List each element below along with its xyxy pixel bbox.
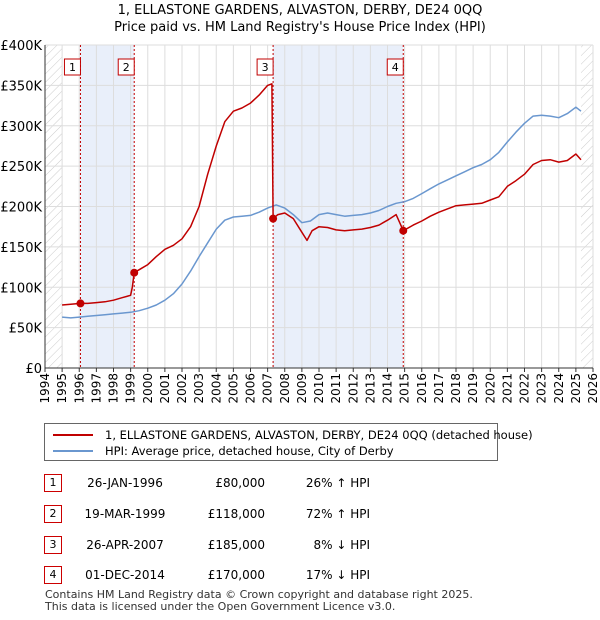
- transaction-hpi-diff: 17% ↓ HPI: [305, 568, 370, 582]
- x-tick-label: 2016: [415, 373, 429, 404]
- x-tick-label: 2018: [449, 373, 463, 404]
- transaction-price: £185,000: [207, 538, 265, 552]
- x-tick-label: 2026: [586, 373, 600, 404]
- sale-label-number: 4: [392, 61, 399, 74]
- x-tick-label: 1995: [55, 373, 69, 404]
- sale-point-marker: [76, 299, 85, 308]
- x-tick-label: 2017: [432, 373, 446, 404]
- chart-title-line2: Price paid vs. HM Land Registry's House …: [114, 20, 486, 35]
- y-tick-label: £50K: [9, 322, 43, 337]
- x-tick-label: 2023: [535, 373, 549, 404]
- y-tick-label: £400K: [0, 39, 42, 54]
- legend-label-price: 1, ELLASTONE GARDENS, ALVASTON, DERBY, D…: [105, 428, 533, 442]
- sale-point-marker: [399, 226, 408, 235]
- x-tick-label: 2015: [398, 373, 412, 404]
- legend-entry-price: 1, ELLASTONE GARDENS, ALVASTON, DERBY, D…: [53, 427, 533, 443]
- legend-swatch-hpi: [53, 450, 93, 452]
- x-tick-label: 1997: [89, 373, 103, 404]
- y-tick-label: £250K: [0, 160, 42, 175]
- x-tick-label: 2012: [346, 373, 360, 404]
- transaction-number-badge: 3: [44, 536, 62, 554]
- transaction-number-badge: 2: [44, 505, 62, 523]
- legend-swatch-price: [53, 434, 93, 436]
- transaction-price: £118,000: [207, 507, 265, 521]
- table-row: 2 19-MAR-1999 £118,000 72% ↑ HPI: [0, 505, 600, 525]
- legend-entry-hpi: HPI: Average price, detached house, City…: [53, 443, 394, 459]
- sale-label-box: [63, 58, 81, 76]
- hpi-line: [62, 106, 582, 319]
- price-paid-line: [62, 83, 582, 306]
- y-tick-label: £350K: [0, 79, 42, 94]
- transaction-date: 26-JAN-1996: [87, 476, 163, 490]
- y-tick-label: £100K: [0, 281, 42, 296]
- x-tick-label: 2007: [261, 373, 275, 404]
- table-row: 4 01-DEC-2014 £170,000 17% ↓ HPI: [0, 566, 600, 586]
- x-tick-label: 2011: [329, 373, 343, 404]
- x-tick-label: 2013: [363, 373, 377, 404]
- x-tick-label: 2000: [141, 373, 155, 404]
- x-tick-label: 2006: [244, 373, 258, 404]
- x-tick-label: 1994: [38, 373, 52, 404]
- x-tick-label: 1998: [107, 373, 121, 404]
- x-tick-label: 2019: [466, 373, 480, 404]
- transaction-hpi-diff: 26% ↑ HPI: [305, 476, 370, 490]
- x-tick-label: 2014: [381, 373, 395, 404]
- transaction-hpi-diff: 8% ↓ HPI: [313, 538, 370, 552]
- x-tick-label: 2022: [518, 373, 532, 404]
- footer-copyright: Contains HM Land Registry data © Crown c…: [45, 588, 473, 601]
- x-tick-label: 1996: [72, 373, 86, 404]
- sale-label-box: [386, 58, 404, 76]
- sale-label-number: 3: [262, 61, 269, 74]
- x-tick-label: 2008: [278, 373, 292, 404]
- x-tick-label: 2020: [483, 373, 497, 404]
- y-tick-label: £150K: [0, 241, 42, 256]
- x-tick-label: 2025: [569, 373, 583, 404]
- y-tick-label: £300K: [0, 120, 42, 135]
- x-tick-label: 2009: [295, 373, 309, 404]
- chart-legend: 1, ELLASTONE GARDENS, ALVASTON, DERBY, D…: [44, 423, 533, 461]
- transaction-price: £80,000: [215, 476, 265, 490]
- sale-label-box: [117, 58, 135, 76]
- sale-point-marker: [269, 214, 278, 223]
- table-row: 1 26-JAN-1996 £80,000 26% ↑ HPI: [0, 474, 600, 494]
- transaction-hpi-diff: 72% ↑ HPI: [305, 507, 370, 521]
- sale-label-box: [256, 58, 274, 76]
- chart-title-line1: 1, ELLASTONE GARDENS, ALVASTON, DERBY, D…: [117, 3, 483, 18]
- legend-label-hpi: HPI: Average price, detached house, City…: [105, 444, 394, 458]
- transaction-price: £170,000: [207, 568, 265, 582]
- transaction-number-badge: 1: [44, 474, 62, 492]
- footer: Contains HM Land Registry data © Crown c…: [45, 589, 473, 613]
- transaction-date: 01-DEC-2014: [85, 568, 165, 582]
- x-tick-label: 2003: [192, 373, 206, 404]
- sale-point-marker: [130, 268, 139, 277]
- y-tick-label: £200K: [0, 201, 42, 216]
- x-tick-label: 2024: [552, 373, 566, 404]
- y-tick-label: £0: [25, 362, 42, 377]
- transaction-number-badge: 4: [44, 566, 62, 584]
- price-chart: 1 2 3 4 £0 £50K £100K £150K £200K £250K £300K £350…: [0, 39, 600, 404]
- x-tick-label: 1999: [124, 373, 138, 404]
- sale-label-number: 1: [69, 61, 76, 74]
- x-tick-label: 2002: [175, 373, 189, 404]
- x-tick-label: 2010: [312, 373, 326, 404]
- transaction-date: 26-APR-2007: [86, 538, 164, 552]
- transaction-date: 19-MAR-1999: [84, 507, 166, 521]
- x-tick-label: 2021: [500, 373, 514, 404]
- footer-licence: This data is licensed under the Open Gov…: [45, 600, 396, 613]
- table-row: 3 26-APR-2007 £185,000 8% ↓ HPI: [0, 536, 600, 556]
- x-tick-label: 2001: [158, 373, 172, 404]
- sale-label-number: 2: [123, 61, 130, 74]
- x-tick-label: 2005: [226, 373, 240, 404]
- x-tick-label: 2004: [209, 373, 223, 404]
